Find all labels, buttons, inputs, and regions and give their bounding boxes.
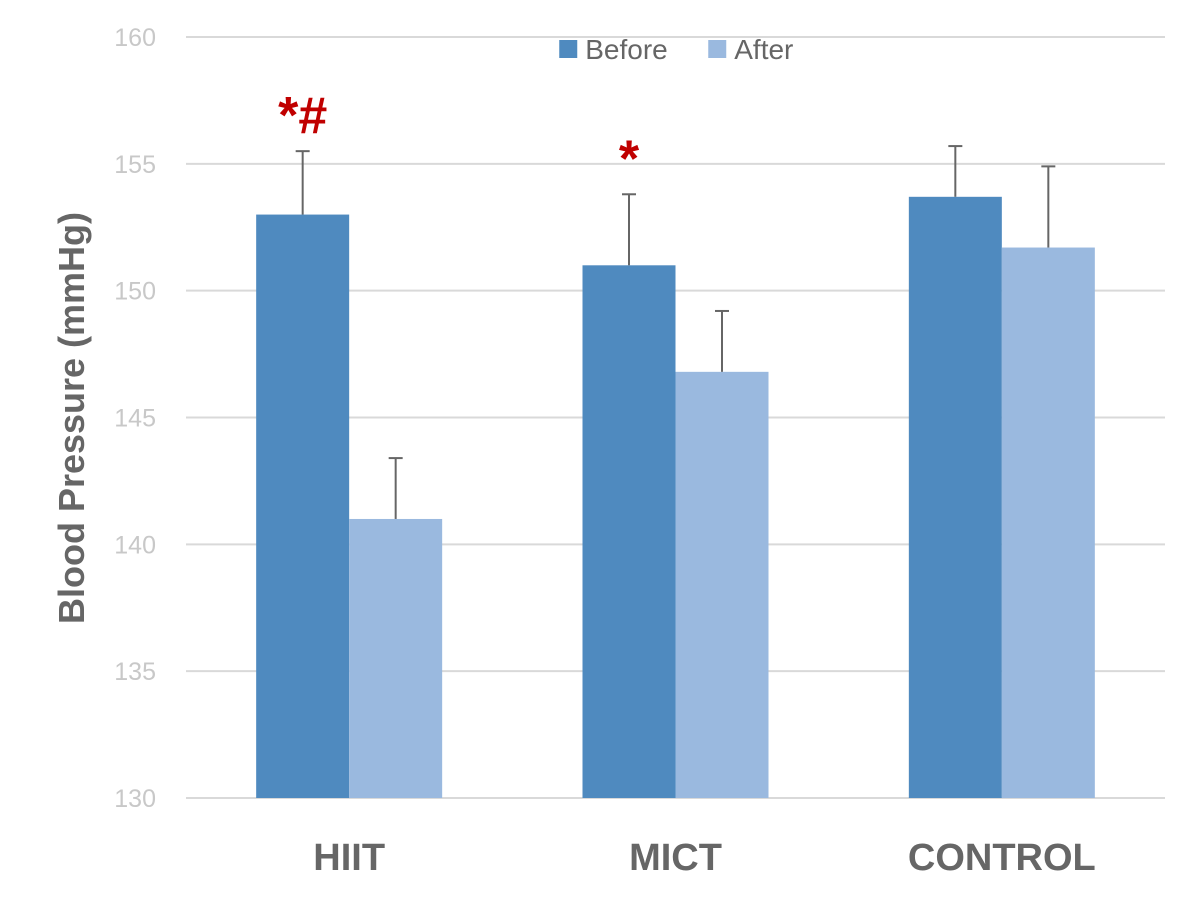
y-axis-label: Blood Pressure (mmHg) [51, 212, 92, 624]
bar-mict-after [675, 371, 769, 798]
x-category-label-control: CONTROL [908, 837, 1096, 879]
bar-mict-before [582, 265, 676, 798]
y-tick-label-135: 135 [114, 658, 156, 686]
legend-swatch-before [559, 40, 578, 58]
annotation-mict: * [619, 130, 640, 188]
x-category-label-mict: MICT [629, 837, 722, 879]
x-axis-categories: HIIT MICT CONTROL [313, 837, 1095, 879]
bar-hiit-after [349, 518, 443, 798]
annotation-hiit: *# [278, 87, 327, 145]
bar-control-before [908, 196, 1002, 798]
legend-label-after: After [734, 34, 793, 65]
legend: Before After [559, 34, 793, 65]
y-tick-label-160: 160 [114, 24, 156, 52]
y-tick-label-155: 155 [114, 151, 156, 179]
error-bars [295, 145, 1056, 519]
significance-annotations: *# * [278, 87, 640, 188]
bar-control-after [1001, 247, 1095, 798]
legend-label-before: Before [585, 34, 668, 65]
y-tick-label-150: 150 [114, 278, 156, 306]
y-tick-label-145: 145 [114, 405, 156, 433]
legend-swatch-after [708, 40, 727, 58]
y-tick-label-130: 130 [114, 785, 156, 813]
y-axis-ticks: 130 135 140 145 150 155 160 [114, 24, 156, 813]
bar-hiit-before [256, 214, 350, 799]
x-category-label-hiit: HIIT [313, 837, 385, 879]
y-tick-label-140: 140 [114, 531, 156, 559]
bars [256, 196, 1095, 799]
